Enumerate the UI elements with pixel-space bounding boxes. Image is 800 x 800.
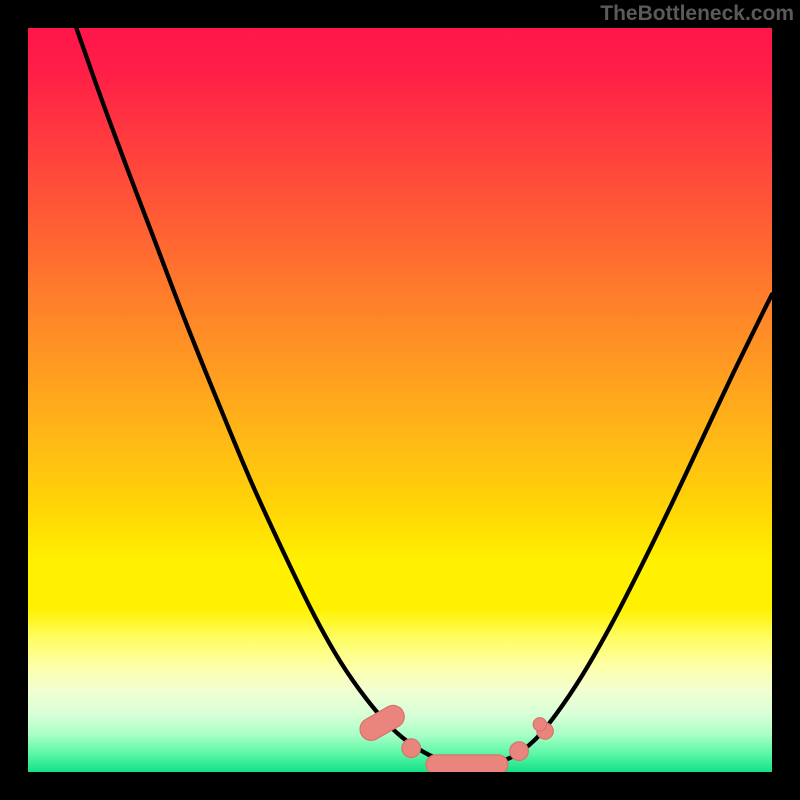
trough-marker — [533, 718, 546, 731]
curve-right-branch — [489, 294, 772, 764]
trough-marker — [402, 739, 421, 758]
trough-marker — [426, 755, 508, 772]
curve-left-branch — [76, 28, 489, 766]
plot-area — [28, 28, 772, 772]
watermark-text: TheBottleneck.com — [600, 2, 794, 26]
trough-markers — [356, 701, 553, 772]
trough-marker — [510, 742, 529, 761]
curve-layer — [28, 28, 772, 772]
